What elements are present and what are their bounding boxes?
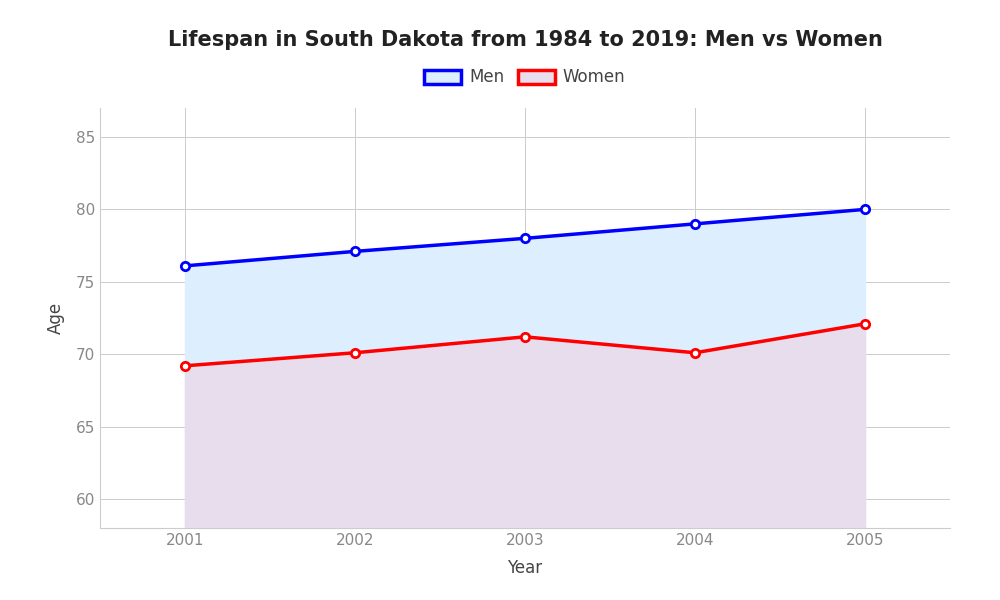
X-axis label: Year: Year [507,559,543,577]
Title: Lifespan in South Dakota from 1984 to 2019: Men vs Women: Lifespan in South Dakota from 1984 to 20… [168,29,882,49]
Legend: Men, Women: Men, Women [418,62,632,93]
Y-axis label: Age: Age [47,302,65,334]
